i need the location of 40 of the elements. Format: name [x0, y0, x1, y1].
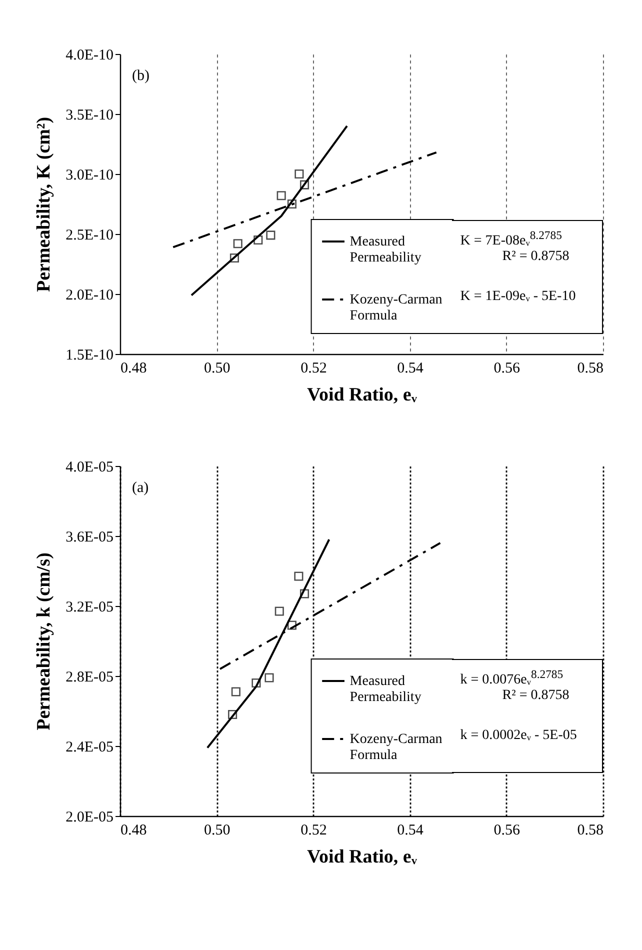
y-tick-label: 2.0E-10	[66, 288, 114, 304]
annotation: k = 0.0002eᵥ - 5E-05	[460, 728, 577, 744]
legend-label: Measured Permeability	[350, 234, 422, 266]
annotation: (a)	[132, 480, 149, 497]
x-tick-label: 0.52	[300, 360, 327, 376]
y-tick-label: 2.4E-05	[66, 740, 114, 756]
y-tick-label: 2.5E-10	[66, 228, 114, 244]
x-tick-label: 0.48	[120, 360, 147, 376]
x-axis-title: Void Ratio, eᵥ	[306, 846, 418, 868]
x-tick-label: 0.50	[204, 822, 230, 838]
annotation: R² = 0.8758	[502, 688, 570, 704]
annotation: K = 7E-08eᵥ$^{8.2785}$	[460, 228, 562, 250]
y-tick-label: 3.2E-05	[66, 600, 114, 616]
legend-label: Measured Permeability	[350, 674, 422, 705]
annotation: R² = 0.8758	[502, 248, 570, 264]
x-tick-label: 0.58	[577, 360, 604, 376]
annotation: K = 1E-09eᵥ - 5E-10	[460, 288, 576, 304]
y-axis-title: Permeability, K (cm²)	[34, 116, 55, 292]
y-tick-label: 2.0E-05	[66, 810, 114, 826]
y-tick-label: 2.8E-05	[66, 670, 114, 686]
legend-label: Kozeny-Carman Formula	[350, 292, 442, 324]
legend-label: Kozeny-Carman Formula	[350, 732, 442, 763]
y-tick-label: 3.0E-10	[66, 168, 114, 184]
y-tick-label: 1.5E-10	[66, 348, 114, 364]
y-tick-label: 3.6E-05	[66, 530, 114, 546]
x-tick-label: 0.58	[577, 822, 604, 838]
x-tick-label: 0.54	[397, 360, 424, 376]
x-tick-label: 0.48	[120, 822, 147, 838]
x-tick-label: 0.56	[494, 360, 521, 376]
x-tick-label: 0.54	[397, 822, 424, 838]
y-tick-label: 4.0E-10	[66, 48, 114, 64]
annotation: (b)	[132, 68, 150, 85]
x-tick-label: 0.56	[494, 822, 521, 838]
y-axis-title: Permeability, k (cm/s)	[34, 552, 55, 730]
y-tick-label: 3.5E-10	[66, 108, 114, 124]
x-tick-label: 0.50	[204, 360, 230, 376]
x-tick-label: 0.52	[300, 822, 327, 838]
x-axis-title: Void Ratio, eᵥ	[306, 384, 418, 406]
annotation: k = 0.0076eᵥ$^{8.2785}$	[460, 668, 564, 689]
y-tick-label: 4.0E-05	[66, 460, 114, 476]
